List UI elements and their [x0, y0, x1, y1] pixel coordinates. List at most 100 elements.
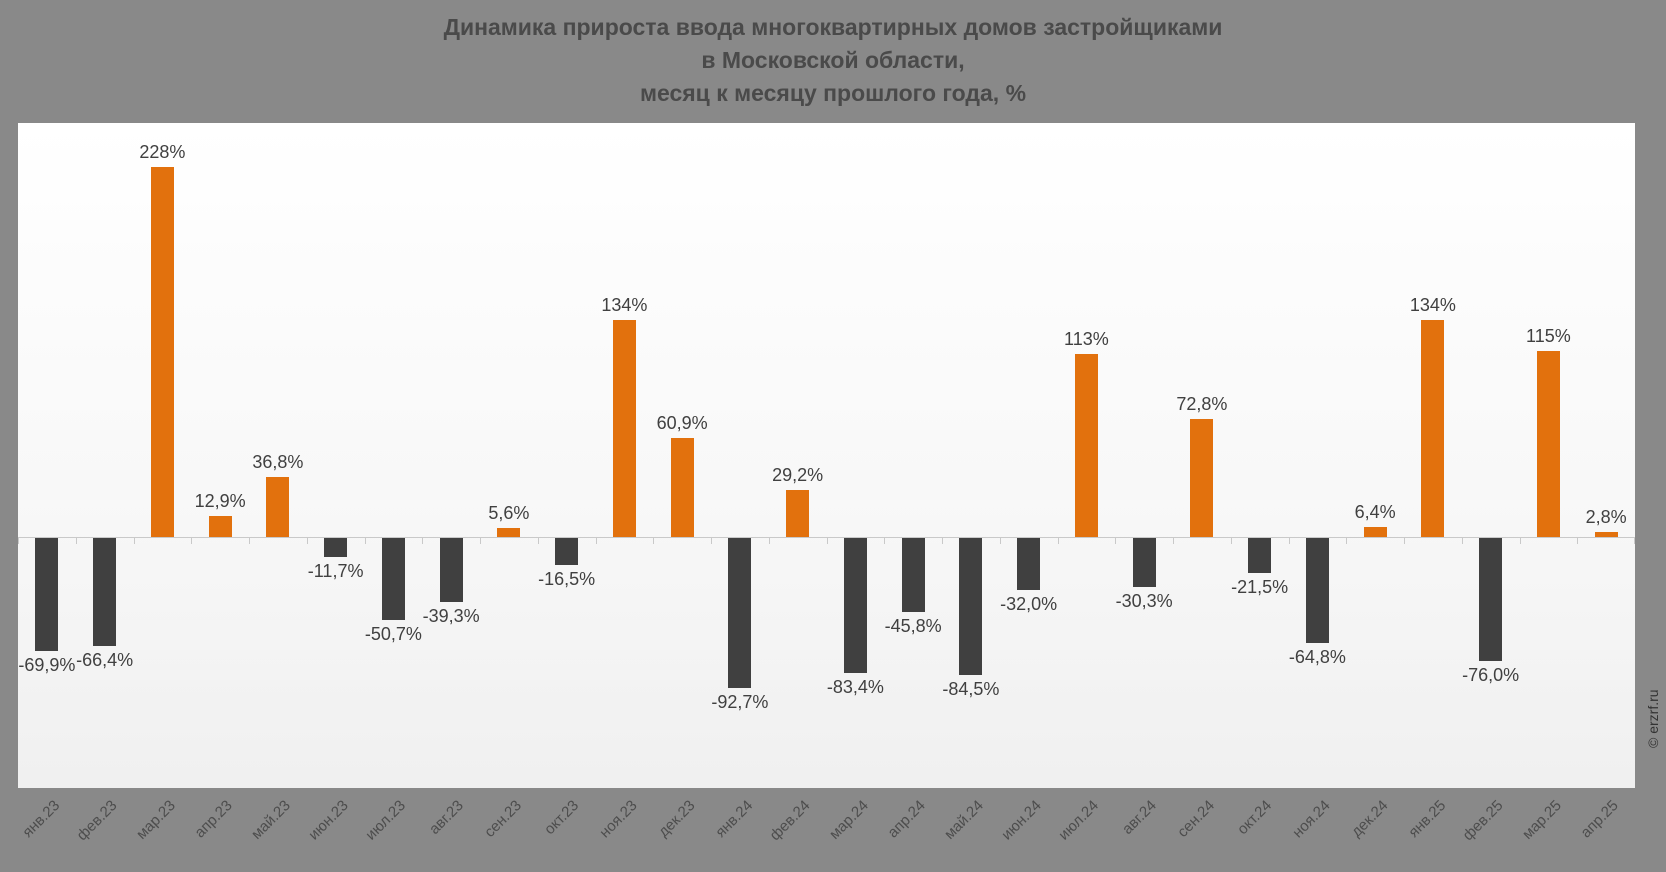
value-label-ноя.23: 134%: [601, 294, 648, 315]
bar-авг.23: [439, 538, 463, 602]
x-axis-label-дек.24: дек.24: [1347, 797, 1392, 841]
value-label-сен.23: 5,6%: [488, 502, 530, 523]
bar-окт.24: [1248, 538, 1272, 573]
value-label-окт.24: -21,5%: [1231, 576, 1289, 597]
x-axis-label-ноя.24: ноя.24: [1289, 797, 1334, 842]
bar-апр.23: [208, 516, 232, 537]
bar-янв.23: [35, 538, 59, 652]
axis-tick: [1000, 538, 1001, 544]
value-label-дек.23: 60,9%: [656, 413, 708, 434]
x-axis-label-мар.24: мар.24: [825, 797, 872, 843]
axis-tick: [1289, 538, 1290, 544]
bar-ноя.23: [612, 319, 636, 537]
chart-title-line-2: в Московской области,: [701, 47, 965, 73]
axis-tick: [191, 538, 192, 544]
value-label-фев.24: 29,2%: [772, 464, 824, 485]
axis-tick: [365, 538, 366, 544]
watermark-credit: © erzrf.ru: [1645, 689, 1661, 748]
bar-июн.23: [324, 538, 348, 557]
axis-tick: [1231, 538, 1232, 544]
x-axis-label-апр.24: апр.24: [884, 797, 930, 842]
axis-tick: [711, 538, 712, 544]
x-axis-label-дек.23: дек.23: [654, 797, 699, 841]
value-label-янв.24: -92,7%: [711, 692, 769, 713]
x-axis-label-окт.24: окт.24: [1234, 797, 1276, 839]
axis-tick: [1462, 538, 1463, 544]
x-axis-label-июл.24: июл.24: [1055, 797, 1103, 844]
bar-мар.23: [150, 167, 174, 537]
bar-окт.23: [555, 538, 579, 565]
bar-дек.23: [670, 438, 694, 537]
x-axis-label-фев.25: фев.25: [1459, 797, 1507, 845]
x-axis-label-июн.24: июн.24: [998, 797, 1045, 844]
value-label-июн.23: -11,7%: [307, 560, 364, 581]
bar-апр.25: [1594, 532, 1618, 537]
x-axis-label-фев.24: фев.24: [766, 797, 814, 845]
axis-tick: [480, 538, 481, 544]
bar-авг.24: [1132, 538, 1156, 588]
bar-фев.23: [93, 538, 117, 646]
chart-title: Динамика прироста ввода многоквартирных …: [0, 11, 1666, 110]
x-axis-label-июл.23: июл.23: [362, 797, 410, 844]
x-axis-label-май.24: май.24: [941, 797, 987, 843]
bar-дек.24: [1363, 526, 1387, 537]
axis-tick: [827, 538, 828, 544]
axis-tick: [1404, 538, 1405, 544]
bar-янв.25: [1421, 319, 1445, 537]
x-axis-label-сен.23: сен.23: [481, 797, 525, 841]
bar-июн.24: [1017, 538, 1041, 590]
value-label-июл.23: -50,7%: [364, 624, 422, 645]
value-label-окт.23: -16,5%: [538, 568, 596, 589]
axis-tick: [769, 538, 770, 544]
value-label-апр.24: -45,8%: [884, 616, 942, 637]
axis-tick: [1346, 538, 1347, 544]
axis-tick: [653, 538, 654, 544]
bar-мар.24: [843, 538, 867, 674]
axis-tick: [76, 538, 77, 544]
axis-tick: [538, 538, 539, 544]
value-label-май.23: 36,8%: [252, 452, 304, 473]
bar-июл.23: [381, 538, 405, 621]
value-label-фев.23: -66,4%: [76, 649, 134, 670]
bar-апр.24: [901, 538, 925, 613]
bar-июл.24: [1074, 353, 1098, 537]
bar-мар.25: [1536, 350, 1560, 537]
x-axis-label-янв.25: янв.25: [1404, 797, 1449, 842]
x-axis-label-сен.24: сен.24: [1174, 797, 1218, 841]
x-axis-label-янв.23: янв.23: [18, 797, 63, 842]
value-label-дек.24: 6,4%: [1354, 501, 1396, 522]
value-label-апр.23: 12,9%: [194, 491, 246, 512]
x-axis-label-окт.23: окт.23: [541, 797, 583, 839]
bar-фев.25: [1479, 538, 1503, 662]
axis-tick: [18, 538, 19, 544]
value-label-мар.25: 115%: [1526, 325, 1571, 346]
chart-title-line-1: Динамика прироста ввода многоквартирных …: [443, 14, 1223, 40]
value-label-ноя.24: -64,8%: [1288, 647, 1346, 668]
axis-tick: [1577, 538, 1578, 544]
axis-tick: [307, 538, 308, 544]
value-label-апр.25: 2,8%: [1585, 507, 1627, 528]
axis-tick: [596, 538, 597, 544]
x-axis-label-май.23: май.23: [248, 797, 294, 843]
value-label-янв.25: 134%: [1409, 294, 1456, 315]
value-label-мар.23: 228%: [139, 142, 186, 163]
bar-ноя.24: [1305, 538, 1329, 644]
plot-area: -69,9% -66,4% 228% 12,9% 36,8% -11,7% -50,7% -3…: [18, 123, 1635, 788]
axis-tick: [1058, 538, 1059, 544]
x-axis-label-авг.23: авг.23: [426, 797, 468, 838]
value-label-июн.24: -32,0%: [1000, 593, 1058, 614]
axis-tick: [134, 538, 135, 544]
x-axis-label-июн.23: июн.23: [305, 797, 352, 844]
x-axis-zero-line: [18, 537, 1635, 538]
value-label-авг.24: -30,3%: [1115, 591, 1173, 612]
axis-tick: [884, 538, 885, 544]
bar-сен.23: [497, 527, 521, 537]
x-axis-label-апр.23: апр.23: [191, 797, 237, 842]
x-axis-label-фев.23: фев.23: [73, 797, 121, 845]
axis-tick: [942, 538, 943, 544]
value-label-авг.23: -39,3%: [422, 605, 480, 626]
axis-tick: [1173, 538, 1174, 544]
axis-tick: [1115, 538, 1116, 544]
value-label-май.24: -84,5%: [942, 679, 1000, 700]
